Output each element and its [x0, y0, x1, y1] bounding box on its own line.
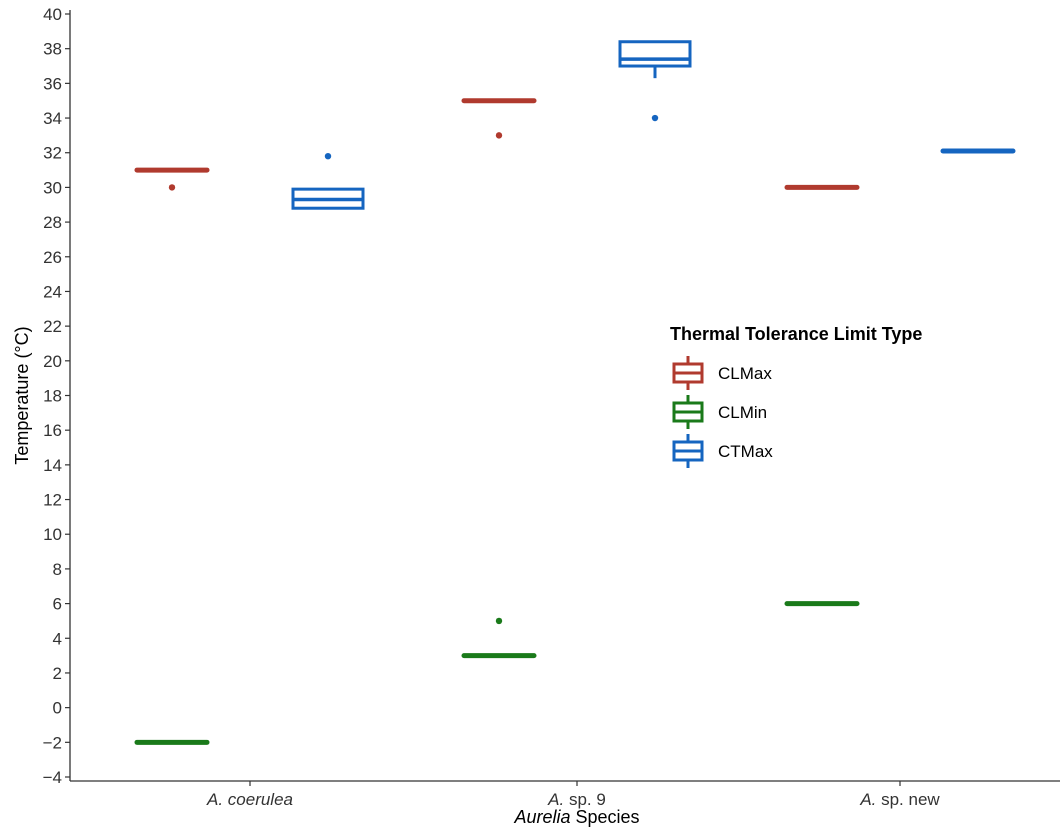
x-axis-title: Aurelia Species	[513, 807, 639, 827]
legend-item-ctmax: CTMax	[672, 434, 773, 468]
y-tick-label: −4	[43, 768, 62, 787]
y-tick-label: 10	[43, 525, 62, 544]
y-tick-label: 26	[43, 248, 62, 267]
y-tick-label: 18	[43, 387, 62, 406]
y-tick-label: −2	[43, 733, 62, 752]
legend-label: CLMin	[718, 403, 767, 422]
legend-item-clmin: CLMin	[672, 395, 767, 429]
y-tick-label: 32	[43, 144, 62, 163]
y-tick-label: 22	[43, 317, 62, 336]
outlier-point	[324, 152, 332, 160]
box-clmin-1	[461, 617, 537, 659]
y-tick-label: 38	[43, 40, 62, 59]
legend-label: CTMax	[718, 442, 773, 461]
y-tick-label: 12	[43, 491, 62, 510]
y-tick-label: 4	[53, 629, 62, 648]
box-clmax-0	[134, 167, 210, 191]
y-tick-label: 14	[43, 456, 62, 475]
y-tick-label: 28	[43, 213, 62, 232]
y-tick-label: 40	[43, 5, 62, 24]
box-ctmax-0	[291, 152, 365, 210]
y-tick-label: 2	[53, 664, 62, 683]
x-tick-label: A. coerulea	[206, 790, 293, 809]
legend-title: Thermal Tolerance Limit Type	[670, 324, 922, 344]
box-clmax-1	[461, 98, 537, 139]
y-tick-label: 20	[43, 352, 62, 371]
outlier-point	[495, 617, 503, 625]
legend-label: CLMax	[718, 364, 772, 383]
box-rect	[618, 40, 692, 68]
y-tick-label: 0	[53, 699, 62, 718]
y-axis-title: Temperature (°C)	[12, 326, 32, 464]
outlier-point	[168, 184, 176, 191]
legend-item-clmax: CLMax	[672, 356, 772, 390]
y-tick-label: 6	[53, 595, 62, 614]
x-tick-label: A. sp. new	[859, 790, 940, 809]
outlier-point	[495, 132, 503, 139]
y-tick-label: 24	[43, 282, 62, 301]
y-tick-label: 30	[43, 178, 62, 197]
x-tick-label: A. sp. 9	[547, 790, 606, 809]
y-tick-label: 34	[43, 109, 62, 128]
outlier-point	[651, 114, 659, 122]
box-ctmax-1	[618, 40, 692, 122]
y-tick-label: 16	[43, 421, 62, 440]
y-tick-label: 8	[53, 560, 62, 579]
y-tick-label: 36	[43, 74, 62, 93]
